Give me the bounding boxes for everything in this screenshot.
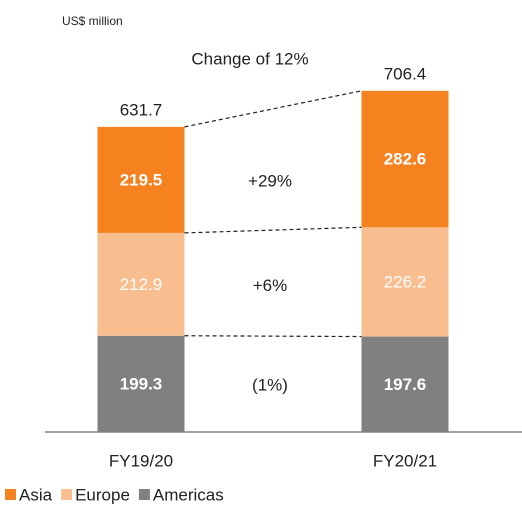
bar-segment [361, 227, 449, 337]
legend-label: Europe [75, 485, 130, 504]
data-label: 219.5 [120, 170, 163, 189]
data-label: 212.9 [120, 275, 163, 294]
bar-segment [97, 232, 185, 336]
bar-segment [97, 335, 185, 432]
bar-segment [361, 336, 449, 432]
change-label: (1%) [252, 375, 288, 394]
bar-segment [97, 126, 185, 233]
connector [184, 335, 362, 338]
legend-swatch [5, 489, 16, 500]
change-label: +6% [253, 276, 288, 295]
legend-swatch [61, 489, 73, 500]
data-label: 282.6 [384, 150, 427, 169]
total-label: 631.7 [120, 100, 163, 119]
change-label: +29% [248, 171, 292, 190]
unit-label: US$ million [62, 14, 123, 28]
chart-title: Change of 12% [191, 49, 308, 68]
total-label: 706.4 [384, 64, 427, 83]
legend-label: Asia [19, 485, 53, 504]
connector [184, 226, 362, 234]
bar-segment [361, 90, 449, 228]
legend-label: Americas [153, 485, 224, 504]
x-tick-label: FY19/20 [109, 451, 173, 470]
data-label: 226.2 [384, 272, 427, 291]
connector [184, 90, 362, 128]
legend-swatch [138, 489, 150, 500]
x-tick-label: FY20/21 [373, 451, 437, 470]
data-label: 199.3 [120, 374, 163, 393]
data-label: 197.6 [384, 375, 427, 394]
